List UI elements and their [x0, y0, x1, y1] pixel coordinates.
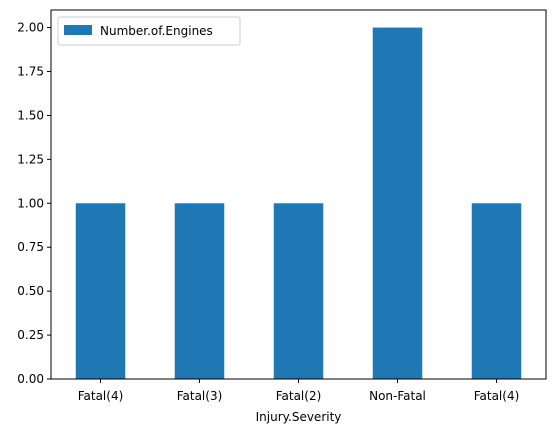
y-tick-label-3: 0.75 [17, 240, 44, 254]
y-tick-label-6: 1.50 [17, 108, 44, 122]
x-tick-label-1: Fatal(3) [177, 389, 223, 403]
bar-1 [174, 203, 225, 379]
legend-box [57, 16, 241, 46]
x-tick-label-3: Non-Fatal [369, 389, 426, 403]
y-tick-label-0: 0.00 [17, 372, 44, 386]
x-tick-label-4: Fatal(4) [474, 389, 520, 403]
y-tick-label-7: 1.75 [17, 65, 44, 79]
x-axis: Fatal(4) Fatal(3) Fatal(2) Non-Fatal Fatal(4… [78, 379, 520, 403]
y-tick-label-2: 0.50 [17, 284, 44, 298]
legend-swatch [64, 25, 92, 35]
y-tick-label-4: 1.00 [17, 196, 44, 210]
bars-group [75, 27, 522, 379]
y-axis: 0.00 0.25 0.50 0.75 1.00 1.25 1.50 1.75 2.00 [17, 21, 51, 386]
bar-3 [372, 27, 423, 379]
x-axis-label: Injury.Severity [256, 410, 342, 424]
bar-2 [273, 203, 324, 379]
legend: Number.of.Engines [57, 16, 241, 46]
y-tick-label-1: 0.25 [17, 328, 44, 342]
y-tick-label-8: 2.00 [17, 21, 44, 35]
bar-0 [75, 203, 126, 379]
legend-entry-number-of-engines: Number.of.Engines [100, 24, 213, 38]
x-tick-label-2: Fatal(2) [276, 389, 322, 403]
plot-frame [50, 9, 547, 380]
y-tick-label-5: 1.25 [17, 152, 44, 166]
x-tick-label-0: Fatal(4) [78, 389, 124, 403]
bar-4 [471, 203, 522, 379]
